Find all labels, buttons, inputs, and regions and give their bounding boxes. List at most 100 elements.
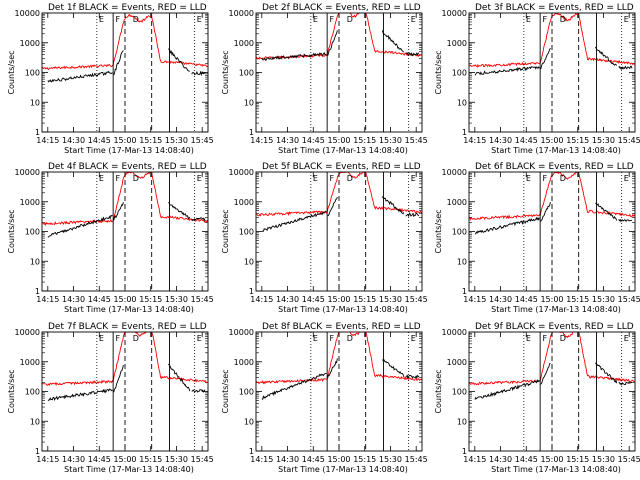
panel-title: Det 2f BLACK = Events, RED = LLD xyxy=(262,3,421,13)
series-events-rise xyxy=(327,358,338,379)
x-tick-label: 14:15 xyxy=(36,136,59,145)
series-events-post xyxy=(405,212,420,218)
y-tick-label: 100 xyxy=(452,228,467,237)
x-tick-label: 15:30 xyxy=(379,295,402,304)
marker-letter: E xyxy=(99,334,104,343)
x-tick-label: 15:30 xyxy=(165,136,188,145)
panel-det-7: Det 7f BLACK = Events, RED = LLD 1 10 100 10… xyxy=(7,322,214,474)
y-tick-label: 100 xyxy=(25,388,40,397)
plot-frame xyxy=(41,331,209,452)
x-tick-label: 15:15 xyxy=(139,295,162,304)
series-events-decay xyxy=(595,202,618,221)
y-tick-label: 1 xyxy=(35,128,40,137)
panel-title: Det 1f BLACK = Events, RED = LLD xyxy=(48,3,207,13)
y-tick-label: 10000 xyxy=(229,168,254,177)
plot-frame xyxy=(255,12,423,133)
x-tick-label: 15:00 xyxy=(327,295,350,304)
y-tick-label: 10 xyxy=(30,417,40,426)
y-axis-label: Counts/sec xyxy=(434,369,443,413)
marker-letter: D xyxy=(560,174,566,183)
x-tick-label: 14:45 xyxy=(88,295,111,304)
marker-letter: D xyxy=(133,334,139,343)
x-tick-label: 15:15 xyxy=(353,136,376,145)
x-tick-label: 14:15 xyxy=(463,455,486,464)
marker-letter: E xyxy=(99,15,104,24)
x-tick-label: 15:00 xyxy=(540,295,563,304)
x-tick-label: 15:45 xyxy=(191,136,214,145)
y-axis-label: Counts/sec xyxy=(221,369,230,413)
x-tick-label: 15:30 xyxy=(592,136,615,145)
panel-det-4: Det 4f BLACK = Events, RED = LLD 1 10 100 10… xyxy=(7,162,214,314)
x-axis-label: Start Time (17-Mar-13 14:08:40) xyxy=(491,146,621,155)
y-tick-label: 1000 xyxy=(20,358,40,367)
marker-letter: D xyxy=(133,15,139,24)
series-events-pre xyxy=(474,216,540,235)
x-tick-label: 15:15 xyxy=(139,455,162,464)
marker-letter: F xyxy=(543,174,548,183)
y-axis-label: Counts/sec xyxy=(434,50,443,94)
y-tick-label: 10000 xyxy=(442,9,467,18)
x-axis-label: Start Time (17-Mar-13 14:08:40) xyxy=(491,305,621,314)
x-tick-label: 15:15 xyxy=(566,136,589,145)
x-tick-label: 14:15 xyxy=(250,295,273,304)
series-events-rise xyxy=(327,30,338,56)
x-tick-label: 15:00 xyxy=(113,295,136,304)
y-tick-label: 10000 xyxy=(229,9,254,18)
series-events-post xyxy=(405,52,419,57)
x-tick-label: 14:30 xyxy=(276,295,299,304)
y-tick-label: 1000 xyxy=(447,198,467,207)
marker-letter: E xyxy=(197,15,202,24)
series-events-rise xyxy=(540,47,551,70)
x-tick-label: 15:45 xyxy=(618,295,640,304)
y-tick-label: 1 xyxy=(249,287,254,296)
marker-letter: E xyxy=(313,334,318,343)
x-tick-label: 14:15 xyxy=(250,136,273,145)
x-tick-label: 15:15 xyxy=(566,455,589,464)
y-axis-label: Counts/sec xyxy=(7,50,16,94)
marker-letter: D xyxy=(560,334,566,343)
x-tick-label: 15:15 xyxy=(353,295,376,304)
plot-frame xyxy=(255,331,423,452)
x-tick-label: 14:45 xyxy=(302,455,325,464)
series-events-pre xyxy=(474,378,540,400)
x-tick-label: 15:45 xyxy=(405,455,428,464)
marker-letter: F xyxy=(116,174,121,183)
panel-det-6: Det 6f BLACK = Events, RED = LLD 1 10 100 10… xyxy=(434,162,640,314)
series-events-pre xyxy=(47,388,113,402)
plot-frame xyxy=(41,12,209,133)
series-events-post xyxy=(191,389,206,393)
y-tick-label: 10 xyxy=(30,98,40,107)
x-axis-label: Start Time (17-Mar-13 14:08:40) xyxy=(64,305,194,314)
x-tick-label: 15:00 xyxy=(540,455,563,464)
series-events-pre xyxy=(47,214,113,238)
x-axis-label: Start Time (17-Mar-13 14:08:40) xyxy=(278,146,408,155)
y-tick-label: 10000 xyxy=(15,168,40,177)
y-tick-label: 1 xyxy=(462,447,467,456)
x-axis-label: Start Time (17-Mar-13 14:08:40) xyxy=(64,146,194,155)
y-tick-label: 10000 xyxy=(15,328,40,337)
panel-det-2: Det 2f BLACK = Events, RED = LLD 1 10 100 10… xyxy=(221,3,428,155)
x-tick-label: 15:45 xyxy=(405,295,428,304)
series-events-pre xyxy=(47,70,113,83)
y-tick-label: 1 xyxy=(249,128,254,137)
series-events-pre xyxy=(261,210,327,232)
y-tick-label: 10 xyxy=(457,257,467,266)
x-tick-label: 15:00 xyxy=(540,136,563,145)
x-tick-label: 15:00 xyxy=(113,136,136,145)
y-tick-label: 10000 xyxy=(15,9,40,18)
x-tick-label: 15:00 xyxy=(327,136,350,145)
panel-title: Det 5f BLACK = Events, RED = LLD xyxy=(262,162,421,172)
series-events-rise xyxy=(327,196,338,217)
y-tick-label: 10 xyxy=(457,98,467,107)
marker-letter: F xyxy=(330,15,335,24)
marker-letter: D xyxy=(347,334,353,343)
series-events-pre xyxy=(261,51,327,61)
y-tick-label: 10 xyxy=(244,98,254,107)
y-tick-label: 10 xyxy=(457,417,467,426)
y-tick-label: 100 xyxy=(452,69,467,78)
x-tick-label: 15:30 xyxy=(379,455,402,464)
y-tick-label: 100 xyxy=(452,388,467,397)
marker-letter: E xyxy=(526,15,531,24)
marker-letter: E xyxy=(411,15,416,24)
y-tick-label: 10000 xyxy=(442,168,467,177)
